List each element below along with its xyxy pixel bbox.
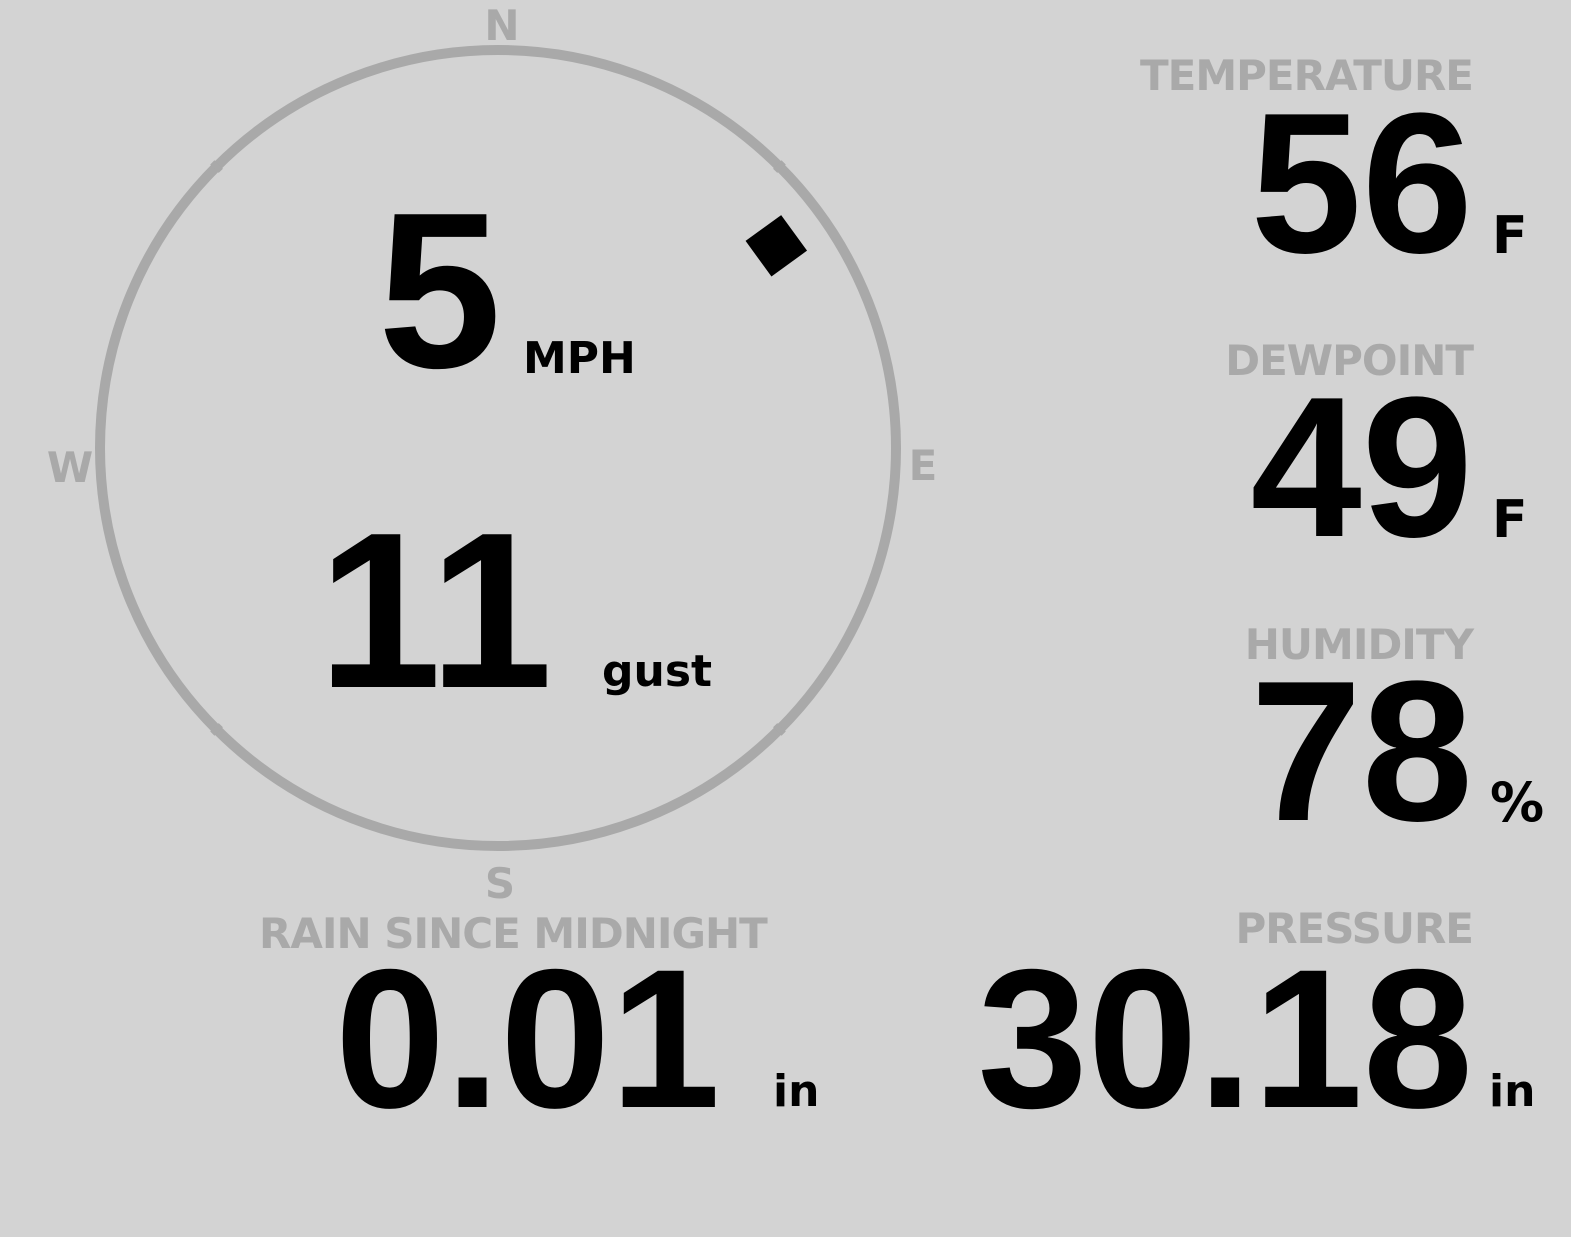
humidity-label: HUMIDITY xyxy=(1244,620,1474,669)
pressure-value: 30.18 xyxy=(977,928,1473,1149)
temperature-unit: F xyxy=(1492,206,1528,266)
rain-label: RAIN SINCE MIDNIGHT xyxy=(259,909,768,958)
compass-tick xyxy=(210,723,223,736)
pressure-card: PRESSURE xyxy=(1235,904,1474,953)
rain-unit: in xyxy=(773,1066,820,1117)
wind-speed-unit: MPH xyxy=(523,333,636,384)
dewpoint-card: DEWPOINT xyxy=(1225,336,1474,385)
compass-south: S xyxy=(485,859,515,908)
dewpoint-unit: F xyxy=(1492,490,1528,550)
dewpoint-label: DEWPOINT xyxy=(1225,336,1474,385)
rain-value: 0.01 xyxy=(335,928,721,1149)
humidity-card: HUMIDITY xyxy=(1244,620,1474,669)
dewpoint-value: 49 xyxy=(1250,356,1473,579)
humidity-value: 78 xyxy=(1250,640,1473,863)
compass-north: N xyxy=(484,1,519,50)
temperature-label: TEMPERATURE xyxy=(1140,51,1474,100)
temperature-card: TEMPERATURE xyxy=(1140,51,1474,100)
wind-gust-value: 11 xyxy=(318,487,553,735)
humidity-unit: % xyxy=(1490,771,1545,834)
compass-tick xyxy=(773,723,786,736)
compass-ticks xyxy=(210,160,786,736)
wind-gust-unit: gust xyxy=(602,646,713,697)
compass-east: E xyxy=(909,441,938,490)
wind-speed-value: 5 xyxy=(378,167,502,415)
compass-tick xyxy=(210,160,223,173)
compass-tick xyxy=(773,160,786,173)
temperature-value: 56 xyxy=(1250,72,1473,295)
wind-direction-marker xyxy=(745,215,808,277)
compass-ring xyxy=(95,45,901,851)
compass-west: W xyxy=(47,443,93,492)
pressure-unit: in xyxy=(1489,1066,1536,1117)
pressure-label: PRESSURE xyxy=(1235,904,1474,953)
